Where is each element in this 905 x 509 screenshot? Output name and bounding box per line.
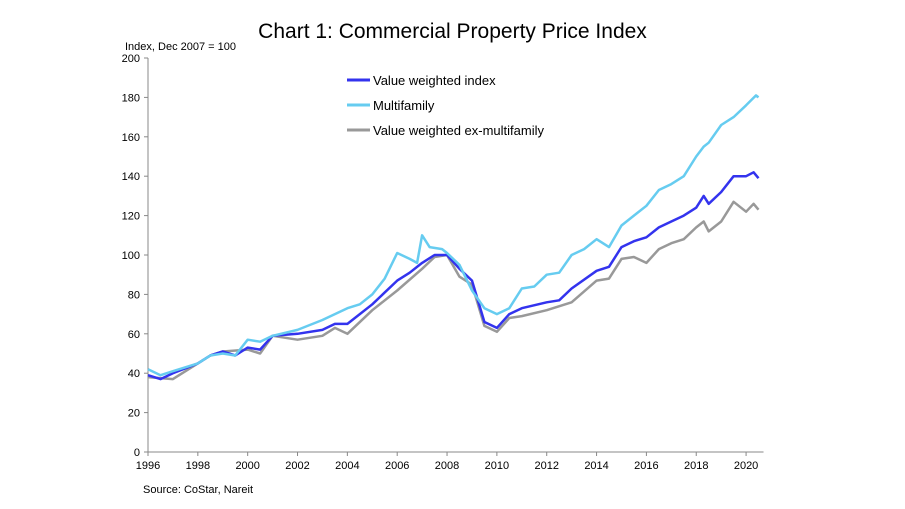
x-tick-label: 2020	[734, 460, 758, 472]
y-tick-label: 120	[122, 211, 140, 223]
y-axis-label: Index, Dec 2007 = 100	[125, 41, 236, 53]
source-note: Source: CoStar, Nareit	[143, 484, 254, 496]
legend-label: Value weighted index	[373, 73, 496, 88]
x-tick-label: 2004	[335, 460, 359, 472]
y-tick-label: 80	[128, 289, 140, 301]
y-tick-label: 140	[122, 171, 140, 183]
legend-label: Value weighted ex-multifamily	[373, 123, 544, 138]
y-tick-label: 100	[122, 250, 140, 262]
x-tick-label: 2006	[385, 460, 409, 472]
y-tick-label: 40	[128, 368, 140, 380]
y-tick-label: 200	[122, 53, 140, 65]
x-tick-label: 2000	[235, 460, 259, 472]
x-tick-label: 2002	[285, 460, 309, 472]
x-tick-label: 2008	[435, 460, 459, 472]
x-tick-label: 2016	[634, 460, 658, 472]
chart-title: Chart 1: Commercial Property Price Index	[258, 20, 647, 43]
x-tick-label: 2018	[684, 460, 708, 472]
x-tick-label: 2014	[584, 460, 608, 472]
y-tick-label: 60	[128, 329, 140, 341]
y-tick-label: 160	[122, 132, 140, 144]
x-tick-label: 2010	[485, 460, 509, 472]
y-tick-label: 180	[122, 92, 140, 104]
y-tick-label: 0	[134, 447, 140, 459]
legend-label: Multifamily	[373, 98, 435, 113]
series-line-value-weighted-index	[147, 171, 760, 381]
x-tick-label: 1996	[136, 460, 160, 472]
series-line-multifamily	[147, 94, 760, 377]
x-tick-label: 1998	[186, 460, 210, 472]
x-tick-label: 2012	[534, 460, 558, 472]
y-tick-label: 20	[128, 408, 140, 420]
